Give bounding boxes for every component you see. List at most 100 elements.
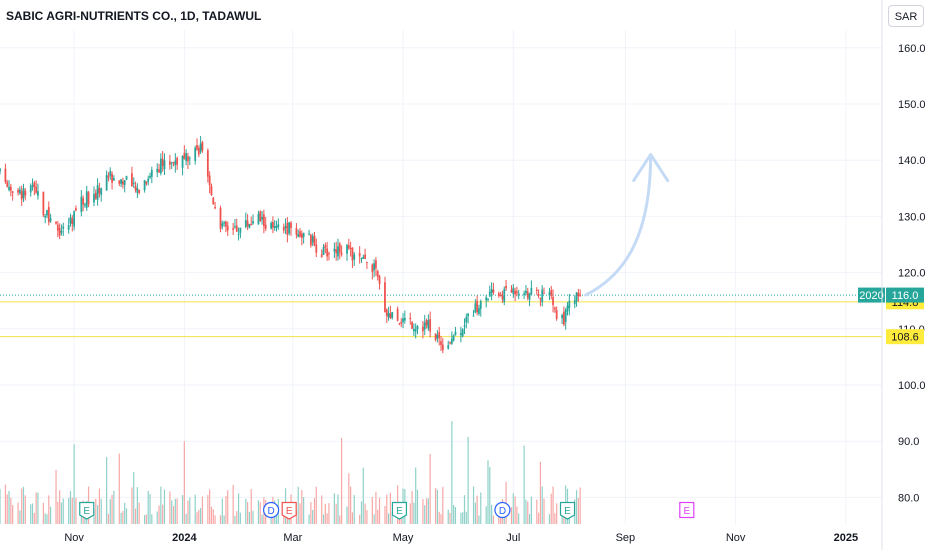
candle-body — [84, 204, 86, 206]
candle-body — [375, 260, 377, 269]
candle-body — [510, 289, 513, 293]
candle-body — [246, 220, 249, 227]
volume-bar — [442, 486, 444, 524]
volume-bar — [436, 489, 438, 524]
candle-body — [118, 180, 121, 184]
volume-bar — [391, 512, 393, 524]
candle-body — [485, 297, 488, 301]
volume-bar — [548, 514, 551, 524]
volume-bar — [33, 512, 35, 524]
volume-bar — [207, 494, 209, 524]
earnings-icon — [79, 501, 95, 520]
volume-bar — [449, 512, 451, 524]
candle-body — [214, 207, 216, 209]
volume-bar — [169, 491, 171, 524]
volume-bar — [42, 502, 44, 524]
volume-bar — [451, 421, 453, 524]
volume-bar — [35, 492, 37, 524]
volume-bar — [447, 509, 449, 524]
candle-body — [138, 189, 141, 193]
volume-bar — [50, 506, 52, 524]
volume-bar — [73, 444, 75, 524]
volume-bar — [24, 495, 26, 524]
candle-body — [514, 290, 517, 295]
volume-bar — [219, 515, 222, 524]
volume-bar — [194, 494, 196, 524]
candle-body — [69, 217, 72, 224]
volume-bar — [134, 508, 137, 524]
candle-body — [270, 223, 273, 229]
volume-bar — [333, 493, 335, 524]
candle-body — [389, 313, 392, 319]
candle-body — [537, 294, 540, 296]
candle-body — [422, 326, 424, 332]
volume-bar — [350, 486, 352, 524]
candle-body — [94, 192, 97, 199]
marker-letter: E — [564, 506, 571, 517]
volume-bar — [575, 490, 578, 524]
volume-bar — [200, 508, 202, 524]
earnings-marker: E — [391, 501, 408, 520]
volume-bar — [474, 502, 476, 524]
currency-button[interactable]: SAR — [888, 5, 924, 27]
candle-body — [360, 258, 363, 260]
candle-body — [185, 153, 188, 161]
volume-bar — [250, 489, 252, 524]
volume-bar — [335, 503, 337, 524]
candle-body — [206, 150, 209, 177]
volume-bar — [158, 505, 160, 524]
candle-body — [441, 344, 444, 351]
volume-bar — [68, 497, 70, 524]
volume-bar — [424, 505, 426, 524]
candle-body — [563, 311, 565, 325]
y-tick-label: 160.0 — [898, 43, 926, 55]
candle-body — [75, 208, 77, 211]
volume-bar — [541, 486, 543, 524]
candle-body — [237, 233, 240, 235]
volume-bar — [427, 498, 429, 524]
earnings-marker: E — [559, 501, 576, 520]
candle-body — [8, 187, 10, 190]
volume-bar — [303, 497, 305, 524]
candle-body — [290, 222, 292, 229]
candle-body — [492, 289, 495, 293]
x-tick-label: 2025 — [834, 532, 858, 544]
candle-body — [264, 224, 267, 229]
candle-body — [93, 194, 95, 203]
volume-bar — [366, 510, 368, 524]
candle-body — [347, 245, 350, 249]
candle-body — [248, 224, 251, 228]
marker-letter: D — [499, 506, 506, 517]
volume-bar — [163, 489, 166, 524]
volume-bar — [301, 490, 303, 524]
volume-bar — [384, 505, 386, 524]
volume-bar — [22, 486, 25, 524]
candle-body — [564, 310, 567, 322]
candle-body — [376, 271, 379, 277]
volume-bar — [579, 487, 581, 524]
candle-body — [226, 225, 229, 231]
candle-body — [73, 211, 76, 227]
candle-body — [409, 317, 412, 320]
volume-bar — [438, 511, 440, 524]
volume-bar — [328, 503, 330, 524]
candle-body — [320, 254, 323, 258]
earnings-marker: E — [79, 501, 95, 520]
candle-body — [31, 184, 34, 187]
candle-body — [286, 222, 289, 235]
candle-body — [0, 168, 1, 172]
chart-title: SABIC AGRI-NUTRIENTS CO., 1D, TADAWUL — [6, 9, 261, 23]
volume-bar — [389, 492, 391, 524]
candle-body — [454, 331, 457, 336]
candle-body — [353, 254, 356, 260]
candle-body — [24, 190, 27, 196]
volume-bar — [261, 514, 263, 524]
last-price-label: 116.0 — [892, 290, 919, 302]
volume-bar — [364, 503, 366, 524]
volume-bar — [310, 502, 312, 524]
volume-bar — [537, 512, 540, 524]
volume-bar — [187, 500, 189, 524]
volume-bar — [516, 506, 518, 524]
candle-body — [337, 246, 339, 257]
